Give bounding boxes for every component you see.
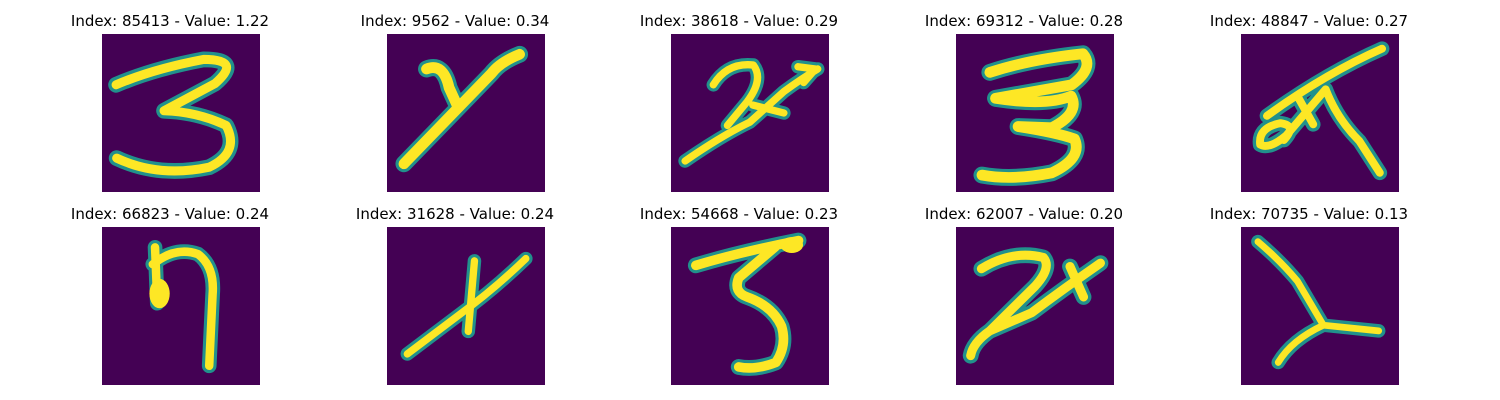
digit-image xyxy=(671,34,829,192)
panel-title: Index: 31628 - Value: 0.24 xyxy=(355,205,555,223)
panel-title: Index: 70735 - Value: 0.13 xyxy=(1209,205,1409,223)
panel-10: Index: 70735 - Value: 0.13 xyxy=(1210,205,1408,385)
panel-title: Index: 69312 - Value: 0.28 xyxy=(924,12,1124,30)
digit-image xyxy=(387,227,545,385)
digit-image xyxy=(671,227,829,385)
panel-title: Index: 54668 - Value: 0.23 xyxy=(639,205,839,223)
digit-image xyxy=(102,227,260,385)
digit-image xyxy=(387,34,545,192)
digit-image xyxy=(1241,227,1399,385)
digit-image xyxy=(1241,34,1399,192)
panel-title: Index: 38618 - Value: 0.29 xyxy=(639,12,839,30)
panel-title: Index: 62007 - Value: 0.20 xyxy=(924,205,1124,223)
panel-4: Index: 69312 - Value: 0.28 xyxy=(925,12,1123,192)
panel-2: Index: 9562 - Value: 0.34 xyxy=(361,12,549,192)
panel-title: Index: 9562 - Value: 0.34 xyxy=(360,12,550,30)
panel-1: Index: 85413 - Value: 1.22 xyxy=(71,12,269,192)
panel-8: Index: 54668 - Value: 0.23 xyxy=(640,205,838,385)
panel-7: Index: 31628 - Value: 0.24 xyxy=(356,205,554,385)
panel-title: Index: 85413 - Value: 1.22 xyxy=(70,12,270,30)
digit-image xyxy=(956,34,1114,192)
digit-image xyxy=(956,227,1114,385)
digit-image xyxy=(102,34,260,192)
panel-6: Index: 66823 - Value: 0.24 xyxy=(71,205,269,385)
panel-title: Index: 48847 - Value: 0.27 xyxy=(1209,12,1409,30)
panel-9: Index: 62007 - Value: 0.20 xyxy=(925,205,1123,385)
panel-3: Index: 38618 - Value: 0.29 xyxy=(640,12,838,192)
panel-title: Index: 66823 - Value: 0.24 xyxy=(70,205,270,223)
panel-5: Index: 48847 - Value: 0.27 xyxy=(1210,12,1408,192)
